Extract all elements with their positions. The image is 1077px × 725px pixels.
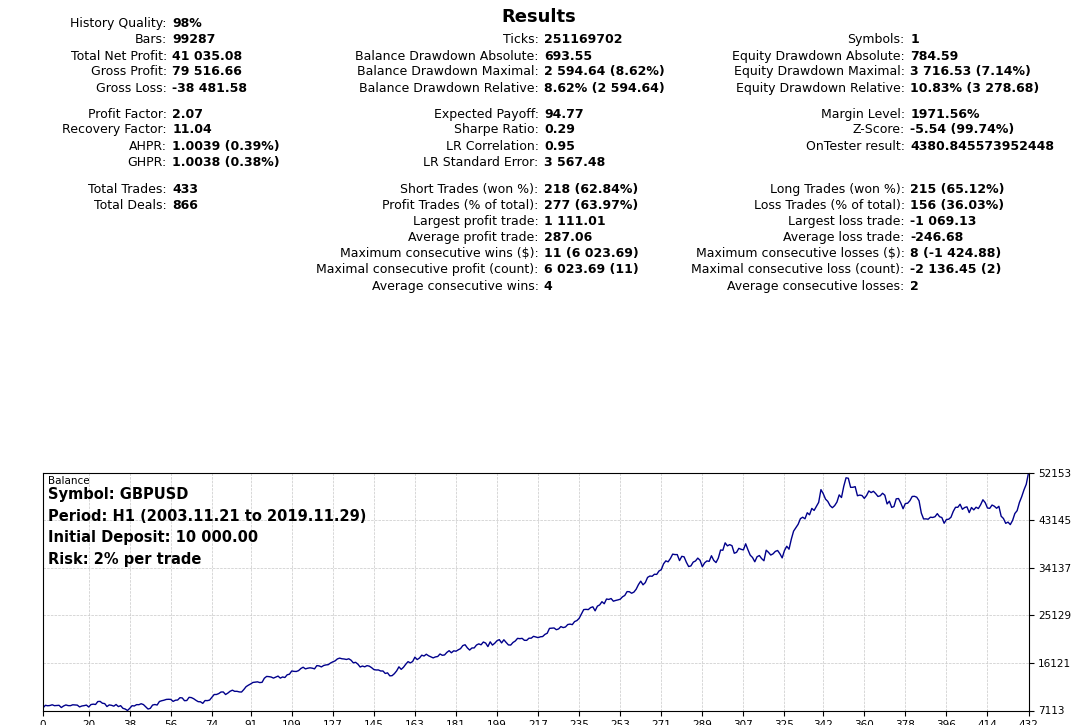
Text: Profit Trades (% of total):: Profit Trades (% of total): bbox=[382, 199, 538, 212]
Text: Gross Profit:: Gross Profit: bbox=[90, 65, 167, 78]
Text: Total Deals:: Total Deals: bbox=[94, 199, 167, 212]
Text: 277 (63.97%): 277 (63.97%) bbox=[544, 199, 639, 212]
Text: 3 716.53 (7.14%): 3 716.53 (7.14%) bbox=[910, 65, 1031, 78]
Text: 3 567.48: 3 567.48 bbox=[544, 156, 605, 169]
Text: 2 594.64 (8.62%): 2 594.64 (8.62%) bbox=[544, 65, 665, 78]
Text: Gross Loss:: Gross Loss: bbox=[96, 82, 167, 94]
Text: 8.62% (2 594.64): 8.62% (2 594.64) bbox=[544, 82, 665, 94]
Text: 98%: 98% bbox=[172, 17, 202, 30]
Text: 693.55: 693.55 bbox=[544, 49, 592, 62]
Text: Balance: Balance bbox=[48, 476, 89, 486]
Text: Expected Payoff:: Expected Payoff: bbox=[434, 107, 538, 120]
Text: Loss Trades (% of total):: Loss Trades (% of total): bbox=[754, 199, 905, 212]
Text: 218 (62.84%): 218 (62.84%) bbox=[544, 183, 639, 196]
Text: 1971.56%: 1971.56% bbox=[910, 107, 980, 120]
Text: Balance Drawdown Maximal:: Balance Drawdown Maximal: bbox=[356, 65, 538, 78]
Text: 287.06: 287.06 bbox=[544, 231, 592, 244]
Text: Maximal consecutive profit (count):: Maximal consecutive profit (count): bbox=[317, 263, 538, 276]
Text: -246.68: -246.68 bbox=[910, 231, 963, 244]
Text: GHPR:: GHPR: bbox=[128, 156, 167, 169]
Text: 11 (6 023.69): 11 (6 023.69) bbox=[544, 247, 639, 260]
Text: Equity Drawdown Maximal:: Equity Drawdown Maximal: bbox=[733, 65, 905, 78]
Text: Balance Drawdown Absolute:: Balance Drawdown Absolute: bbox=[355, 49, 538, 62]
Text: Maximum consecutive wins ($):: Maximum consecutive wins ($): bbox=[339, 247, 538, 260]
Text: LR Correlation:: LR Correlation: bbox=[446, 140, 538, 152]
Text: 8 (-1 424.88): 8 (-1 424.88) bbox=[910, 247, 1002, 260]
Text: Average profit trade:: Average profit trade: bbox=[408, 231, 538, 244]
Text: Results: Results bbox=[501, 8, 576, 26]
Text: Average loss trade:: Average loss trade: bbox=[783, 231, 905, 244]
Text: Symbols:: Symbols: bbox=[848, 33, 905, 46]
Text: 99287: 99287 bbox=[172, 33, 215, 46]
Text: Total Net Profit:: Total Net Profit: bbox=[71, 49, 167, 62]
Text: Ticks:: Ticks: bbox=[503, 33, 538, 46]
Text: 433: 433 bbox=[172, 183, 198, 196]
Text: -2 136.45 (2): -2 136.45 (2) bbox=[910, 263, 1002, 276]
Text: 4: 4 bbox=[544, 280, 553, 293]
Text: 2: 2 bbox=[910, 280, 919, 293]
Text: Sharpe Ratio:: Sharpe Ratio: bbox=[453, 123, 538, 136]
Text: 11.04: 11.04 bbox=[172, 123, 212, 136]
Text: 10.83% (3 278.68): 10.83% (3 278.68) bbox=[910, 82, 1039, 94]
Text: 866: 866 bbox=[172, 199, 198, 212]
Text: OnTester result:: OnTester result: bbox=[806, 140, 905, 152]
Text: Margin Level:: Margin Level: bbox=[821, 107, 905, 120]
Text: 94.77: 94.77 bbox=[544, 107, 584, 120]
Text: 0.95: 0.95 bbox=[544, 140, 575, 152]
Text: Profit Factor:: Profit Factor: bbox=[88, 107, 167, 120]
Text: Recovery Factor:: Recovery Factor: bbox=[62, 123, 167, 136]
Text: 79 516.66: 79 516.66 bbox=[172, 65, 242, 78]
Text: Z-Score:: Z-Score: bbox=[852, 123, 905, 136]
Text: -5.54 (99.74%): -5.54 (99.74%) bbox=[910, 123, 1015, 136]
Text: Average consecutive wins:: Average consecutive wins: bbox=[372, 280, 538, 293]
Text: 1.0038 (0.38%): 1.0038 (0.38%) bbox=[172, 156, 280, 169]
Text: -38 481.58: -38 481.58 bbox=[172, 82, 248, 94]
Text: Long Trades (won %):: Long Trades (won %): bbox=[770, 183, 905, 196]
Text: LR Standard Error:: LR Standard Error: bbox=[423, 156, 538, 169]
Text: 784.59: 784.59 bbox=[910, 49, 959, 62]
Text: -1 069.13: -1 069.13 bbox=[910, 215, 977, 228]
Text: Largest loss trade:: Largest loss trade: bbox=[788, 215, 905, 228]
Text: Equity Drawdown Absolute:: Equity Drawdown Absolute: bbox=[732, 49, 905, 62]
Text: Symbol: GBPUSD
Period: H1 (2003.11.21 to 2019.11.29)
Initial Deposit: 10 000.00
: Symbol: GBPUSD Period: H1 (2003.11.21 to… bbox=[48, 487, 366, 567]
Text: 6 023.69 (11): 6 023.69 (11) bbox=[544, 263, 639, 276]
Text: 156 (36.03%): 156 (36.03%) bbox=[910, 199, 1004, 212]
Text: 4380.845573952448: 4380.845573952448 bbox=[910, 140, 1054, 152]
Text: Balance Drawdown Relative:: Balance Drawdown Relative: bbox=[359, 82, 538, 94]
Text: AHPR:: AHPR: bbox=[129, 140, 167, 152]
Text: History Quality:: History Quality: bbox=[70, 17, 167, 30]
Text: 1 111.01: 1 111.01 bbox=[544, 215, 605, 228]
Text: Maximum consecutive losses ($):: Maximum consecutive losses ($): bbox=[696, 247, 905, 260]
Text: 41 035.08: 41 035.08 bbox=[172, 49, 242, 62]
Text: 251169702: 251169702 bbox=[544, 33, 623, 46]
Text: Short Trades (won %):: Short Trades (won %): bbox=[401, 183, 538, 196]
Text: Total Trades:: Total Trades: bbox=[88, 183, 167, 196]
Text: 2.07: 2.07 bbox=[172, 107, 204, 120]
Text: 1: 1 bbox=[910, 33, 919, 46]
Text: Bars:: Bars: bbox=[135, 33, 167, 46]
Text: Maximal consecutive loss (count):: Maximal consecutive loss (count): bbox=[691, 263, 905, 276]
Text: Average consecutive losses:: Average consecutive losses: bbox=[727, 280, 905, 293]
Text: Largest profit trade:: Largest profit trade: bbox=[412, 215, 538, 228]
Text: 215 (65.12%): 215 (65.12%) bbox=[910, 183, 1005, 196]
Text: Equity Drawdown Relative:: Equity Drawdown Relative: bbox=[736, 82, 905, 94]
Text: 1.0039 (0.39%): 1.0039 (0.39%) bbox=[172, 140, 280, 152]
Text: 0.29: 0.29 bbox=[544, 123, 575, 136]
